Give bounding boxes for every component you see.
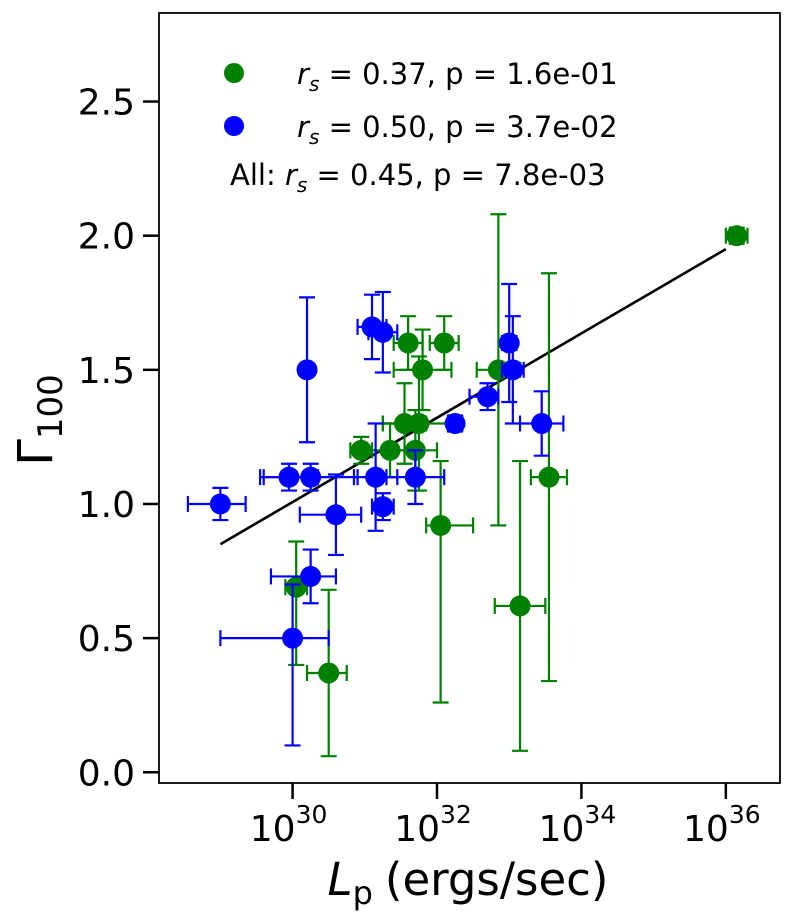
y-tick-label-5: 2.5 — [78, 83, 135, 124]
x-tick-label-3: 1036 — [683, 800, 761, 850]
green-marker — [430, 514, 452, 536]
green-point-1 — [305, 588, 348, 758]
x-axis-label: Lp (ergs/sec) — [328, 853, 609, 912]
blue-point-13 — [468, 382, 500, 412]
y-tick-label-0: 0.0 — [78, 753, 135, 794]
green-marker — [412, 359, 434, 381]
blue-marker — [300, 565, 322, 587]
y-tick-label-3: 1.5 — [78, 351, 135, 392]
green-marker — [433, 332, 455, 354]
blue-point-16 — [518, 390, 565, 457]
plot-frame — [158, 12, 781, 784]
blue-point-14 — [498, 282, 520, 404]
green-marker — [726, 225, 748, 247]
blue-marker — [372, 321, 394, 343]
points-layer — [186, 213, 749, 758]
green-marker — [318, 662, 340, 684]
blue-point-6 — [298, 473, 363, 557]
green-point-2 — [349, 435, 374, 465]
blue-marker — [404, 466, 426, 488]
y-axis: 0.0 0.5 1.0 1.5 2.0 2.5 — [78, 83, 159, 794]
blue-marker — [325, 504, 347, 526]
green-point-10 — [428, 315, 460, 371]
y-axis-label: Γ100 — [8, 374, 71, 466]
blue-point-10 — [367, 290, 399, 374]
x-tick-label-1: 1032 — [394, 800, 472, 850]
blue-marker — [477, 386, 499, 408]
green-marker — [408, 412, 430, 434]
legend-entry-blue: rs = 0.50, p = 3.7e-02 — [297, 110, 618, 149]
green-marker — [487, 359, 509, 381]
legend-marker-green — [224, 63, 244, 83]
plot-area — [186, 213, 749, 758]
blue-point-9 — [370, 492, 395, 522]
green-marker — [379, 439, 401, 461]
blue-point-3 — [296, 296, 318, 444]
blue-point-4 — [262, 462, 359, 492]
green-marker — [285, 576, 307, 598]
blue-point-11 — [385, 449, 446, 506]
green-point-9 — [425, 459, 475, 704]
blue-marker — [365, 466, 387, 488]
blue-marker — [502, 359, 524, 381]
green-marker — [538, 466, 560, 488]
green-point-12 — [493, 459, 547, 752]
blue-point-15 — [500, 315, 525, 425]
green-marker — [350, 439, 372, 461]
green-point-5 — [392, 315, 424, 371]
green-marker — [397, 332, 419, 354]
x-axis: 1030 1032 1034 1036 — [250, 783, 761, 850]
blue-point-0 — [186, 486, 247, 522]
legend: rs = 0.37, p = 1.6e-01 rs = 0.50, p = 3.… — [224, 57, 618, 197]
blue-marker — [531, 412, 553, 434]
x-tick-label-2: 1034 — [539, 800, 617, 850]
blue-point-5 — [269, 548, 338, 605]
legend-entry-all: All: rs = 0.45, p = 7.8e-03 — [230, 158, 606, 197]
blue-point-12 — [444, 412, 466, 434]
blue-marker — [282, 627, 304, 649]
y-tick-label-1: 0.5 — [78, 619, 135, 660]
green-marker — [509, 595, 531, 617]
blue-marker — [372, 496, 394, 518]
green-point-14 — [724, 225, 749, 247]
blue-marker — [296, 359, 318, 381]
blue-point-2 — [219, 583, 330, 747]
blue-marker — [209, 493, 231, 515]
blue-marker — [498, 332, 520, 354]
legend-marker-blue — [224, 116, 244, 136]
blue-marker — [444, 412, 466, 434]
y-tick-label-4: 2.0 — [78, 217, 135, 258]
blue-marker — [300, 466, 322, 488]
legend-entry-green: rs = 0.37, p = 1.6e-01 — [297, 57, 618, 96]
y-tick-label-2: 1.0 — [78, 485, 135, 526]
green-point-13 — [529, 272, 569, 683]
x-tick-label-0: 1030 — [250, 800, 328, 850]
